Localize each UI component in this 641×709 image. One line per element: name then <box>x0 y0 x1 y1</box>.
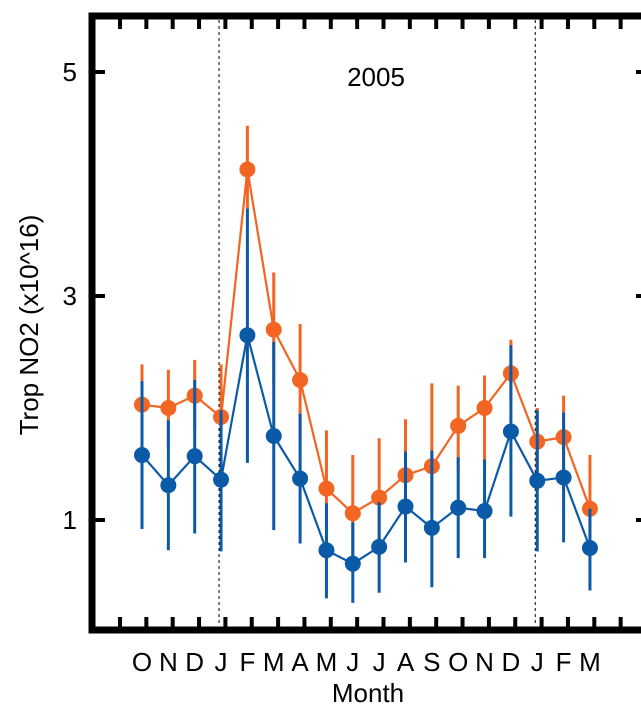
x-tick-label: M <box>263 647 285 677</box>
year-annotation: 2005 <box>347 62 405 92</box>
data-point <box>476 400 493 416</box>
data-point <box>265 321 282 338</box>
x-tick-label: O <box>132 647 152 677</box>
series-0 <box>134 125 598 565</box>
x-tick-label: J <box>215 647 228 677</box>
data-point <box>160 400 177 416</box>
data-point <box>581 540 598 556</box>
data-point <box>423 519 440 536</box>
data-point <box>265 428 282 444</box>
data-point <box>502 423 519 440</box>
data-point <box>344 505 361 522</box>
x-tick-label: A <box>397 647 415 677</box>
x-tick-label: D <box>185 647 204 677</box>
data-point <box>318 480 335 497</box>
data-series <box>134 125 598 603</box>
data-point <box>292 470 309 487</box>
data-point <box>213 471 230 488</box>
data-point <box>160 477 177 494</box>
data-point <box>292 372 309 388</box>
data-point <box>450 499 467 516</box>
y-tick-label: 1 <box>63 505 77 535</box>
x-tick-label: N <box>159 647 178 677</box>
x-tick-label: J <box>373 647 386 677</box>
y-axis-title: Trop NO2 (x10^16) <box>14 215 44 436</box>
series-1 <box>134 208 598 603</box>
data-point <box>529 472 546 489</box>
x-tick-label: J <box>346 647 359 677</box>
data-point <box>344 555 361 572</box>
data-point <box>371 489 388 506</box>
series-line <box>141 334 591 565</box>
year-dividers <box>218 20 536 626</box>
x-tick-label: N <box>475 647 494 677</box>
x-tick-label: S <box>423 647 440 677</box>
data-point <box>555 469 572 486</box>
data-point <box>371 538 388 555</box>
data-point <box>186 448 203 465</box>
x-tick-label: D <box>502 647 521 677</box>
data-point <box>476 503 493 520</box>
x-tick-label: F <box>239 647 255 677</box>
data-point <box>134 447 150 464</box>
x-tick-label: O <box>448 647 468 677</box>
y-tick-label: 3 <box>63 281 77 311</box>
x-tick-label: A <box>291 647 309 677</box>
data-point <box>450 417 467 434</box>
x-tick-label: F <box>556 647 572 677</box>
data-point <box>318 542 335 559</box>
plot-frame <box>88 12 641 634</box>
data-point <box>239 327 256 344</box>
x-axis-title: Month <box>332 678 404 708</box>
series-line <box>141 169 591 515</box>
axis-ticks <box>92 16 641 630</box>
data-point <box>239 161 256 178</box>
x-tick-label: J <box>531 647 544 677</box>
y-tick-label: 5 <box>63 57 77 87</box>
x-tick-label: M <box>579 647 601 677</box>
x-tick-label: M <box>316 647 338 677</box>
data-point <box>397 498 414 515</box>
